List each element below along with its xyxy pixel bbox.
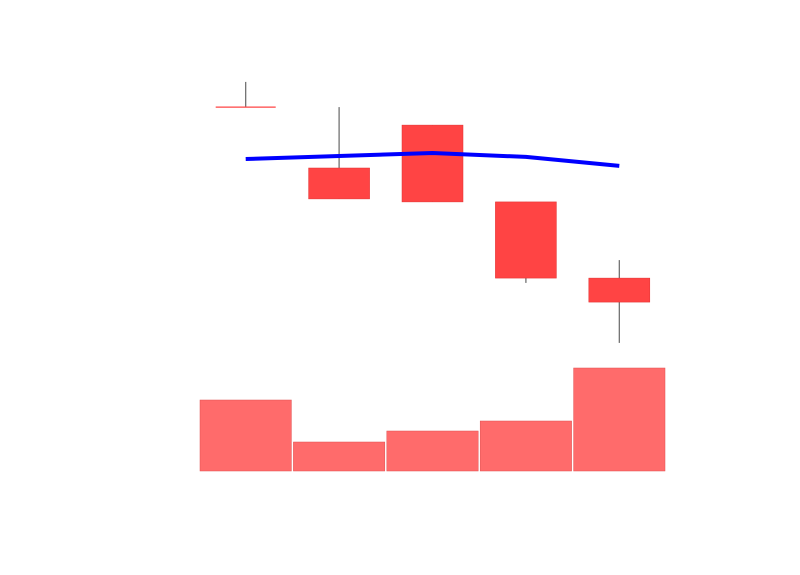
candle-body [308, 167, 370, 200]
volume-bar [573, 367, 666, 472]
volume-bar [293, 441, 386, 472]
volume-bar [199, 399, 292, 472]
volume-bar [479, 420, 572, 472]
moving-average-line [245, 151, 620, 168]
candle-body [401, 124, 464, 203]
candle-body [588, 277, 651, 303]
volume-bar [386, 430, 479, 472]
candle-body [495, 201, 557, 279]
